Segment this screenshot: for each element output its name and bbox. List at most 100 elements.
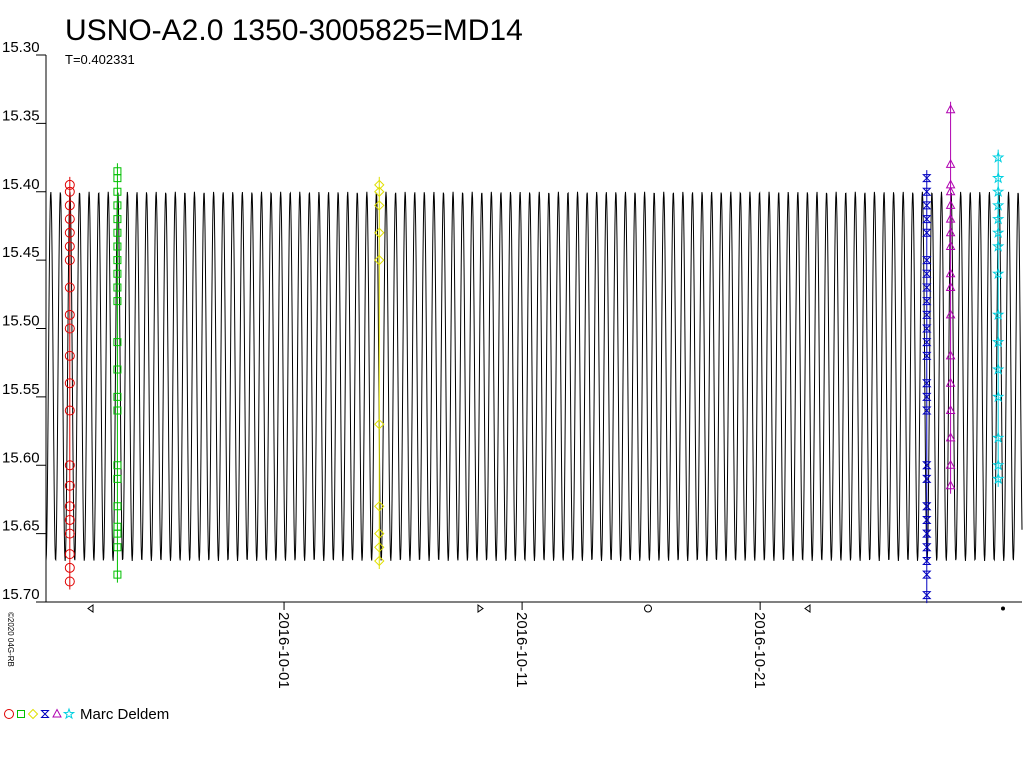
marker	[64, 528, 75, 539]
marker	[945, 104, 956, 114]
marker	[945, 281, 956, 291]
marker	[64, 282, 75, 293]
marker	[922, 529, 932, 538]
marker	[945, 480, 956, 490]
marker	[113, 201, 122, 210]
marker	[991, 267, 1005, 280]
marker	[922, 201, 932, 210]
marker	[64, 227, 75, 238]
marker	[113, 543, 122, 552]
marker	[64, 309, 75, 320]
marker	[945, 213, 956, 223]
marker	[374, 179, 385, 191]
marker	[113, 338, 122, 347]
legend-marker	[27, 708, 39, 720]
y-tick-label: 15.55	[2, 381, 40, 398]
credit: ©2020 04G-RB	[6, 612, 15, 667]
y-tick-label: 15.45	[2, 244, 40, 261]
marker	[374, 254, 385, 266]
moon-phase	[477, 604, 484, 613]
marker	[64, 405, 75, 416]
marker	[945, 227, 956, 237]
marker	[922, 215, 932, 224]
marker	[113, 269, 122, 278]
marker	[374, 419, 385, 430]
y-tick-label: 15.50	[2, 313, 40, 330]
model-curve	[45, 191, 1023, 562]
marker	[64, 576, 75, 587]
marker	[945, 158, 956, 168]
marker	[922, 570, 932, 579]
marker	[945, 350, 956, 360]
marker	[922, 406, 932, 415]
marker	[64, 255, 75, 266]
marker	[922, 283, 932, 292]
marker	[113, 297, 122, 306]
y-tick-label: 15.35	[2, 107, 40, 124]
marker	[991, 226, 1005, 239]
marker	[113, 529, 122, 538]
marker	[113, 242, 122, 251]
marker	[991, 185, 1005, 198]
moon-phases	[87, 604, 1005, 613]
marker	[991, 431, 1005, 444]
marker	[922, 174, 932, 183]
marker	[922, 461, 932, 470]
marker	[64, 480, 75, 491]
marker	[922, 297, 932, 306]
marker	[64, 514, 75, 525]
marker	[922, 228, 932, 237]
marker	[922, 256, 932, 265]
marker	[945, 377, 956, 387]
moon-phase	[87, 604, 94, 613]
moon-phase	[644, 604, 652, 613]
marker	[374, 555, 385, 567]
legend-label: Marc Deldem	[80, 706, 169, 723]
marker	[945, 404, 956, 415]
x-tick-label: 2016-10-21	[751, 612, 768, 689]
marker	[113, 406, 122, 415]
marker	[374, 227, 385, 238]
marker	[922, 379, 932, 388]
marker	[374, 501, 385, 512]
legend-marker	[4, 709, 14, 719]
y-tick-label: 15.65	[2, 518, 40, 535]
marker	[113, 215, 122, 224]
marker	[64, 323, 75, 334]
marker	[64, 501, 75, 512]
legend-marker	[40, 710, 50, 718]
marker	[991, 212, 1005, 225]
marker	[922, 556, 932, 565]
marker	[64, 186, 75, 197]
marker	[991, 390, 1005, 403]
marker	[64, 214, 75, 225]
marker	[374, 542, 385, 553]
marker	[945, 199, 956, 209]
marker	[374, 528, 385, 539]
marker	[374, 186, 385, 197]
marker	[113, 174, 122, 183]
marker	[922, 310, 932, 319]
marker	[64, 179, 75, 190]
marker	[922, 269, 932, 278]
marker	[113, 461, 122, 470]
marker	[991, 308, 1005, 321]
marker	[922, 187, 932, 196]
marker	[922, 474, 932, 483]
moon-phase	[1001, 606, 1005, 611]
marker	[991, 362, 1005, 375]
marker	[922, 543, 932, 552]
marker	[991, 151, 1005, 163]
marker	[945, 186, 956, 196]
marker	[922, 338, 932, 347]
marker	[113, 283, 122, 292]
chart-subtitle: T=0.402331	[65, 52, 135, 67]
marker	[64, 378, 75, 389]
marker	[64, 350, 75, 361]
marker	[113, 228, 122, 237]
marker	[945, 309, 956, 319]
moon-phase	[804, 604, 811, 613]
marker	[374, 200, 385, 211]
marker	[113, 392, 122, 401]
